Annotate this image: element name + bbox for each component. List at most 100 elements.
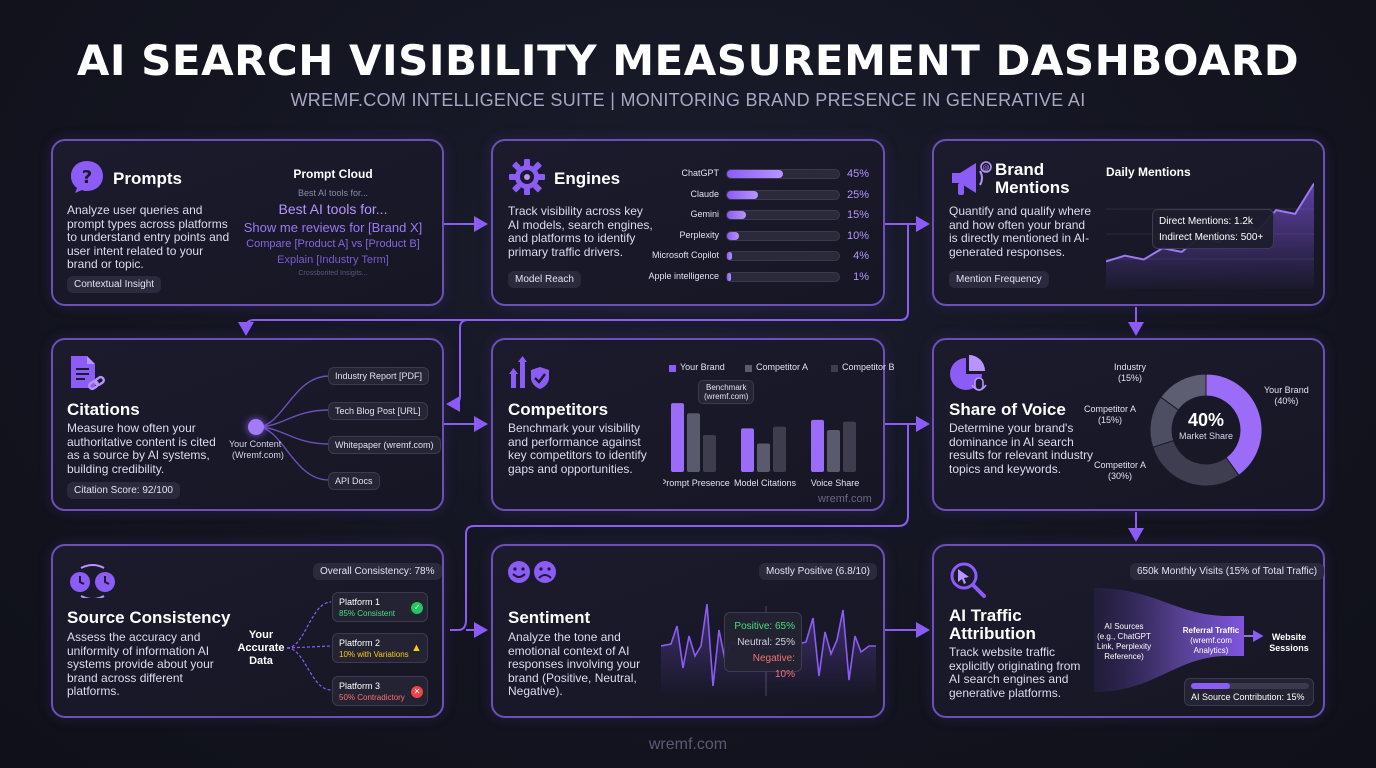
ai-sources-line: Link, Perplexity: [1096, 642, 1152, 651]
competitor-bar: [687, 413, 700, 472]
prompts-description: Analyze user queries and prompt types ac…: [67, 203, 230, 271]
competitors-watermark: wremf.com: [818, 493, 872, 505]
your-content-node: [248, 419, 264, 435]
sync-clocks-icon: [70, 564, 115, 598]
engine-percent: 1%: [853, 271, 869, 283]
platform-name: Platform 2: [339, 638, 381, 648]
engine-bar-track: [726, 230, 840, 241]
ai-traffic-card[interactable]: AI Traffic Attribution Track website tra…: [932, 544, 1325, 718]
brand-mentions-card[interactable]: @ Brand Mentions Quantify and qualify wh…: [932, 139, 1325, 306]
platform-status: 10% with Variations: [339, 650, 409, 659]
platform-1-box[interactable]: Platform 1 85% Consistent ✓: [332, 592, 428, 622]
referral-traffic-label: Referral Traffic (wremf.com Analytics): [1176, 626, 1246, 656]
engine-label: Microsoft Copilot: [651, 250, 719, 261]
page-subtitle: WREMF.COM INTELLIGENCE SUITE | MONITORIN…: [290, 90, 1086, 110]
engine-label: Apple intelligence: [648, 271, 719, 281]
engines-title: Engines: [554, 169, 621, 188]
competitors-description: Benchmark your visibility and performanc…: [508, 421, 647, 476]
legend-swatch: [745, 365, 752, 372]
website-sessions-label: Website Sessions: [1264, 632, 1314, 654]
legend-label: Competitor B: [842, 362, 895, 372]
engines-card[interactable]: Engines Track visibility across key AI m…: [491, 139, 885, 306]
sentiment-card[interactable]: Sentiment Analyze the tone and emotional…: [491, 544, 885, 718]
benchmark-line2: (wremf.com): [704, 392, 749, 401]
category-label: Model Citations: [734, 478, 797, 488]
citation-source[interactable]: Whitepaper (wremf.com): [328, 436, 441, 454]
engine-bar-fill: [727, 273, 732, 281]
share-of-voice-card[interactable]: Share of Voice Determine your brand's do…: [932, 338, 1325, 511]
engine-label: Perplexity: [679, 229, 719, 240]
sov-label-text: Industry: [1114, 362, 1147, 372]
citations-description: Measure how often your authoritative con…: [67, 421, 216, 476]
engines-description: Track visibility across key AI models, s…: [508, 204, 653, 259]
platform-3-box[interactable]: Platform 3 50% Contradictory ✕: [332, 676, 428, 706]
platform-status: 50% Contradictory: [339, 693, 405, 702]
competitor-bar: [671, 403, 684, 472]
engines-tag: Model Reach: [508, 271, 581, 288]
accurate-data-label: Your Accurate Data: [233, 629, 289, 668]
ai-traffic-title-line1: AI Traffic: [949, 606, 1022, 625]
source-consistency-title: Source Consistency: [67, 608, 231, 627]
accurate-line: Your: [248, 629, 274, 641]
brand-mentions-description: Quantify and qualify where and how often…: [949, 204, 1092, 259]
negative-value: Negative: 10%: [752, 653, 795, 680]
engine-bar-fill: [727, 231, 740, 240]
monthly-visits-badge: 650k Monthly Visits (15% of Total Traffi…: [1130, 563, 1325, 580]
platform-name: Platform 1: [339, 597, 381, 607]
contribution-progress-fill: [1191, 683, 1230, 689]
platform-name: Platform 3: [339, 681, 381, 691]
competitors-card[interactable]: Competitors Benchmark your visibility an…: [491, 338, 895, 511]
share-of-voice-description: Determine your brand's dominance in AI s…: [949, 421, 1094, 476]
platform-status: 85% Consistent: [339, 609, 396, 618]
sov-center-label: Market Share: [1178, 431, 1234, 441]
megaphone-icon: @: [952, 161, 992, 195]
engine-percent: 25%: [846, 188, 869, 201]
prompt-cloud-item: Show me reviews for [Brand X]: [243, 220, 423, 235]
hub-sublabel: (Wremf.com): [232, 450, 284, 460]
prompt-cloud-item: Crossborited Insigits...: [298, 270, 368, 277]
sentiment-description: Analyze the tone and emotional context o…: [508, 630, 641, 698]
citation-source[interactable]: Industry Report [PDF]: [328, 367, 430, 385]
engine-bar-track: [726, 210, 840, 221]
prompt-cloud-item: Compare [Product A] vs [Product B]: [246, 238, 420, 250]
pie-mic-icon: [950, 355, 987, 391]
prompts-title: Prompts: [113, 169, 182, 188]
engine-bar-fill: [727, 252, 732, 261]
traffic-funnel: [1094, 588, 1264, 692]
sov-label-competitor-a-bottom: Competitor A (30%): [1094, 460, 1146, 482]
page-title: AI SEARCH VISIBILITY MEASUREMENT DASHBOA…: [76, 36, 1300, 85]
citations-card[interactable]: Citations Measure how often your authori…: [51, 338, 444, 511]
consistency-links: [286, 601, 332, 691]
competitor-bar: [773, 426, 786, 472]
sessions-line: Website: [1271, 632, 1307, 642]
sov-label-value: (15%): [1098, 415, 1123, 425]
mentions-area: [1106, 183, 1314, 289]
hub-label: Your Content: [229, 439, 282, 449]
legend-swatch: [669, 365, 676, 372]
contribution-progress-track: [1191, 683, 1309, 689]
prompts-card[interactable]: ? Prompts Analyze user queries and promp…: [51, 139, 444, 306]
accurate-line: Data: [249, 655, 273, 667]
platform-2-box[interactable]: Platform 2 10% with Variations ▲: [332, 633, 428, 663]
ai-sources-line: AI Sources: [1104, 622, 1144, 631]
positive-value: Positive: 65%: [734, 621, 795, 632]
footer-brand: wremf.com: [648, 736, 728, 753]
ai-contribution-text: AI Source Contribution: 15%: [1191, 692, 1305, 702]
sov-label-industry: Industry (15%): [1114, 362, 1146, 384]
prompt-cloud-title: Prompt Cloud: [293, 167, 373, 181]
sov-label-value: (15%): [1118, 373, 1143, 383]
competitor-bar: [741, 428, 754, 472]
source-consistency-card[interactable]: Source Consistency Assess the accuracy a…: [51, 544, 444, 718]
overall-consistency-badge: Overall Consistency: 78%: [313, 563, 442, 580]
ai-sources-line: Reference): [1104, 652, 1144, 661]
citation-source[interactable]: Tech Blog Post [URL]: [328, 402, 428, 420]
ai-contribution-box: AI Source Contribution: 15%: [1184, 678, 1314, 706]
engine-bar-fill: [727, 190, 759, 199]
legend-swatch: [831, 365, 838, 372]
gear-network-icon: [509, 159, 545, 195]
sentiment-badge: Mostly Positive (6.8/10): [759, 563, 877, 580]
citation-source[interactable]: API Docs: [328, 472, 380, 490]
ai-sources-line: (e.g., ChatGPT: [1097, 632, 1151, 641]
mentions-tooltip: Direct Mentions: 1.2k Indirect Mentions:…: [1152, 209, 1274, 249]
